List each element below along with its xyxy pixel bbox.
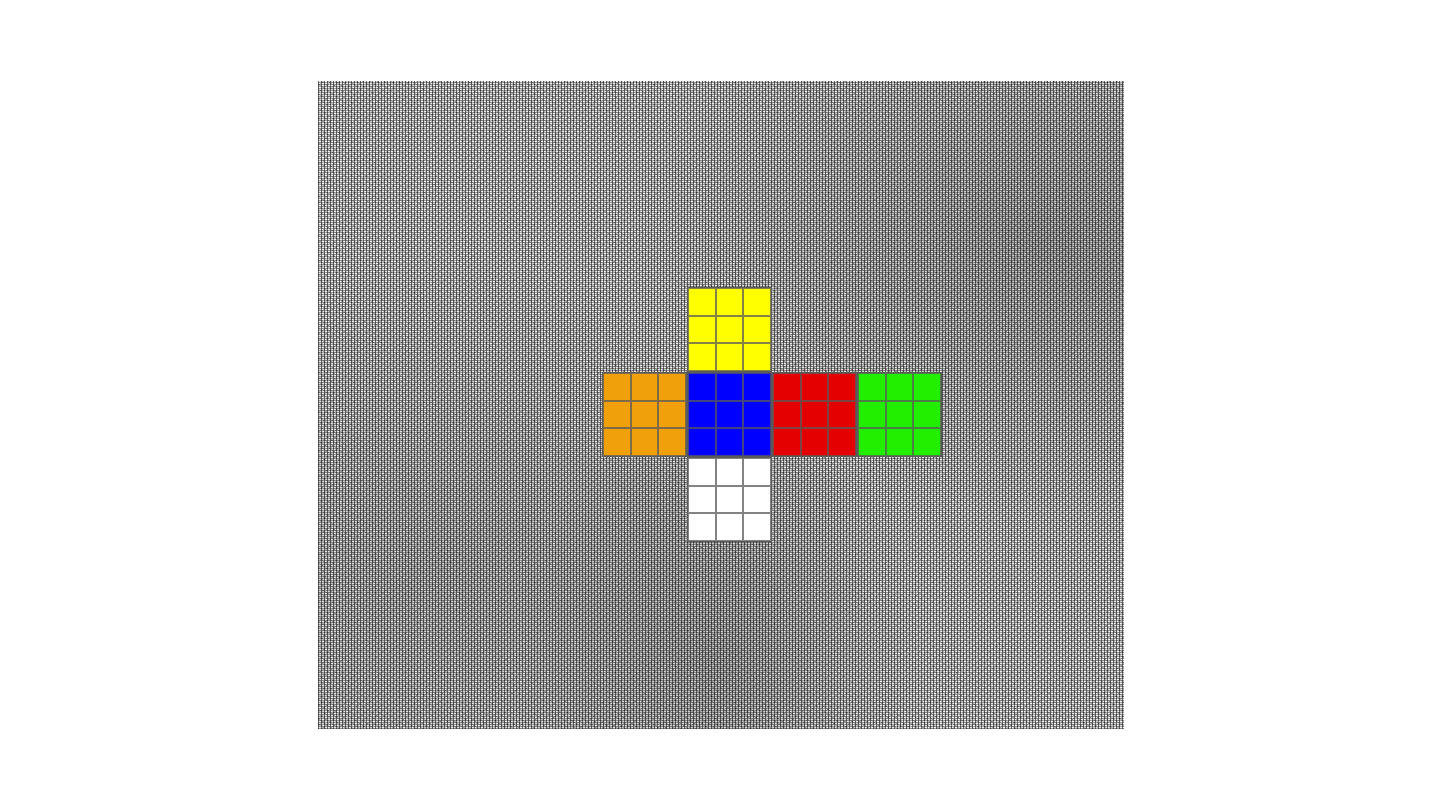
sticker-up-2[interactable] [743, 288, 771, 316]
sticker-back-1[interactable] [885, 373, 914, 401]
sticker-right-5[interactable] [828, 400, 856, 429]
sticker-back-4[interactable] [885, 400, 914, 429]
cube-face-right [772, 372, 857, 457]
sticker-right-4[interactable] [800, 400, 829, 429]
sticker-back-6[interactable] [858, 428, 886, 456]
sticker-left-2[interactable] [658, 373, 686, 401]
sticker-left-3[interactable] [603, 400, 631, 429]
sticker-down-2[interactable] [743, 458, 771, 486]
sticker-left-8[interactable] [658, 428, 686, 456]
sticker-front-5[interactable] [743, 400, 771, 429]
sticker-up-8[interactable] [743, 343, 771, 371]
sticker-right-1[interactable] [800, 373, 829, 401]
sticker-front-8[interactable] [743, 428, 771, 456]
sticker-left-5[interactable] [658, 400, 686, 429]
sticker-up-3[interactable] [688, 315, 716, 344]
sticker-left-0[interactable] [603, 373, 631, 401]
sticker-front-2[interactable] [743, 373, 771, 401]
sticker-back-5[interactable] [913, 400, 941, 429]
sticker-right-8[interactable] [828, 428, 856, 456]
sticker-down-8[interactable] [743, 513, 771, 541]
sticker-back-2[interactable] [913, 373, 941, 401]
sticker-front-0[interactable] [688, 373, 716, 401]
sticker-up-1[interactable] [715, 288, 744, 316]
sticker-up-0[interactable] [688, 288, 716, 316]
sticker-front-6[interactable] [688, 428, 716, 456]
sticker-down-1[interactable] [715, 458, 744, 486]
sticker-left-1[interactable] [630, 373, 659, 401]
sticker-up-7[interactable] [715, 343, 744, 371]
sticker-up-6[interactable] [688, 343, 716, 371]
sticker-down-7[interactable] [715, 513, 744, 541]
sticker-left-6[interactable] [603, 428, 631, 456]
sticker-down-0[interactable] [688, 458, 716, 486]
sticker-back-8[interactable] [913, 428, 941, 456]
sticker-up-5[interactable] [743, 315, 771, 344]
sticker-down-3[interactable] [688, 485, 716, 514]
sticker-right-3[interactable] [773, 400, 801, 429]
sticker-left-4[interactable] [630, 400, 659, 429]
sticker-right-7[interactable] [800, 428, 829, 456]
sticker-front-3[interactable] [688, 400, 716, 429]
sticker-left-7[interactable] [630, 428, 659, 456]
sticker-down-5[interactable] [743, 485, 771, 514]
cube-face-up [687, 287, 772, 372]
cube-face-down [687, 457, 772, 542]
sticker-back-7[interactable] [885, 428, 914, 456]
sticker-back-0[interactable] [858, 373, 886, 401]
cube-face-front [687, 372, 772, 457]
sticker-right-0[interactable] [773, 373, 801, 401]
sticker-front-4[interactable] [715, 400, 744, 429]
cube-face-left [602, 372, 687, 457]
sticker-front-7[interactable] [715, 428, 744, 456]
game-board [318, 81, 1124, 729]
sticker-right-2[interactable] [828, 373, 856, 401]
sticker-down-6[interactable] [688, 513, 716, 541]
sticker-back-3[interactable] [858, 400, 886, 429]
cube-face-back [857, 372, 942, 457]
sticker-right-6[interactable] [773, 428, 801, 456]
sticker-down-4[interactable] [715, 485, 744, 514]
sticker-front-1[interactable] [715, 373, 744, 401]
sticker-up-4[interactable] [715, 315, 744, 344]
